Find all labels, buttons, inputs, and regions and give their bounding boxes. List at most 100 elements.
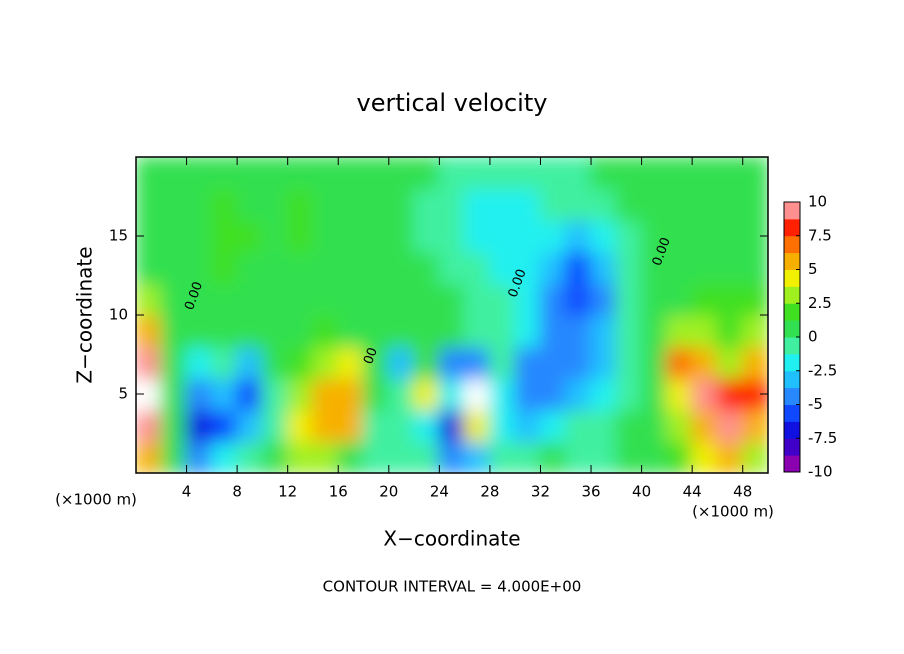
field-cell [463, 377, 491, 411]
field-cell [160, 377, 188, 411]
field-cell [160, 282, 188, 316]
x-tick-label: 8 [232, 483, 242, 501]
field-cell [136, 250, 163, 285]
field-cell [716, 345, 744, 380]
field-cell [185, 250, 213, 285]
field-cell [640, 250, 668, 285]
field-cell [261, 314, 289, 348]
field-cell [488, 282, 517, 316]
y-tick-label: 10 [109, 306, 128, 324]
colorbar-tick-label: 10 [808, 193, 827, 211]
field-cell [564, 157, 593, 190]
field-cell [590, 250, 618, 285]
colorbar-tick-label: -5 [808, 395, 823, 413]
field-cell [488, 187, 517, 222]
field-cell [463, 408, 491, 443]
field-cell [665, 157, 694, 190]
field-cell [311, 345, 340, 380]
field-cell [463, 345, 491, 380]
field-cell [362, 219, 390, 253]
field-cell [438, 345, 466, 380]
field-cell [210, 408, 239, 443]
field-cell [488, 345, 517, 380]
field-cell [236, 440, 264, 473]
x-tick-label: 40 [632, 483, 651, 501]
field-cell [741, 314, 768, 348]
colorbar-band [784, 438, 800, 456]
field-cell [387, 377, 416, 411]
x-tick-label: 16 [329, 483, 348, 501]
field-cell [438, 440, 466, 473]
field-cell [665, 377, 694, 411]
field-cell [564, 314, 593, 348]
field-cell [337, 219, 365, 253]
colorbar-tick-label: -7.5 [808, 429, 837, 447]
field-cell [438, 250, 466, 285]
field-cell [640, 408, 668, 443]
field-cell [640, 219, 668, 253]
field-cell [514, 440, 542, 473]
field-cell [564, 440, 593, 473]
field-cell [640, 157, 668, 190]
field-cell [210, 187, 239, 222]
field-cell [160, 314, 188, 348]
field-cell [337, 157, 365, 190]
field-cell [590, 408, 618, 443]
field-cell [362, 408, 390, 443]
field-cell [514, 345, 542, 380]
field-cell [564, 250, 593, 285]
field-cell [665, 345, 694, 380]
field-cell [691, 157, 719, 190]
field-cell [311, 250, 340, 285]
field-cell [665, 219, 694, 253]
field-cell [185, 219, 213, 253]
field-cell [716, 377, 744, 411]
field-cell [691, 282, 719, 316]
colorbar-tick-label: -10 [808, 463, 833, 481]
field-cell [590, 314, 618, 348]
field-cell [615, 282, 643, 316]
field-cell [539, 377, 567, 411]
field-cell [488, 408, 517, 443]
colorbar-tick-label: 7.5 [808, 226, 832, 244]
field-cell [286, 377, 314, 411]
field-cell [413, 440, 441, 473]
field-cell [716, 408, 744, 443]
field-cell [691, 187, 719, 222]
field-cell [716, 187, 744, 222]
field-cell [564, 345, 593, 380]
field-cell [185, 440, 213, 473]
x-tick-label: 28 [480, 483, 499, 501]
field-cell [438, 219, 466, 253]
field-cell [514, 187, 542, 222]
field-cell [665, 282, 694, 316]
field-cell [640, 314, 668, 348]
x-tick-label: 32 [531, 483, 550, 501]
field-cell [438, 187, 466, 222]
field-cell [413, 408, 441, 443]
field-cell [185, 345, 213, 380]
x-tick-label: 48 [733, 483, 752, 501]
field-cell [362, 440, 390, 473]
field-cell [261, 408, 289, 443]
colorbar-tick-label: 5 [808, 260, 818, 278]
field-cell [210, 282, 239, 316]
field-cell [261, 219, 289, 253]
field-cell [665, 187, 694, 222]
field-cell [413, 282, 441, 316]
field-cell [463, 250, 491, 285]
field-cell [640, 345, 668, 380]
field-cell [615, 157, 643, 190]
field-cell [741, 408, 768, 443]
field-cell [362, 314, 390, 348]
field-cell [160, 157, 188, 190]
x-tick-label: 4 [182, 483, 192, 501]
field-cell [741, 282, 768, 316]
plot-clip [136, 157, 768, 473]
field [136, 157, 768, 473]
colorbar-band [784, 235, 800, 254]
field-cell [362, 345, 390, 380]
field-cell [337, 187, 365, 222]
colorbar-band [784, 387, 800, 405]
field-cell [590, 187, 618, 222]
